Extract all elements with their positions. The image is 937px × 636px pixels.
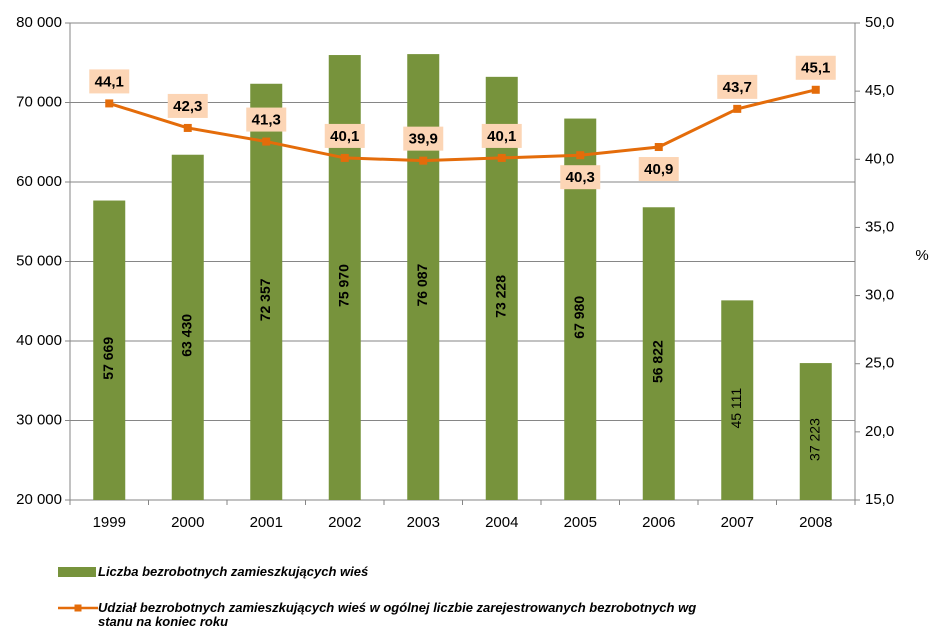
legend-line-swatch	[58, 604, 98, 612]
y2-tick-label: 15,0	[865, 491, 894, 508]
bar-value-label: 57 669	[100, 337, 116, 380]
line-value-label: 43,7	[723, 79, 752, 96]
line-marker	[419, 156, 428, 165]
y2-tick-label: 40,0	[865, 150, 894, 167]
line-value-label: 45,1	[801, 60, 830, 77]
value-label-box	[324, 123, 365, 148]
line-value-label: 44,1	[95, 73, 124, 90]
legend-label: Udział bezrobotnych zamieszkujących wieś…	[98, 600, 697, 629]
line-marker	[654, 143, 663, 152]
value-label-box	[246, 107, 287, 132]
value-label-box	[167, 93, 208, 118]
y2-tick-label: 25,0	[865, 355, 894, 372]
x-tick-label: 2008	[799, 514, 832, 531]
x-tick-label: 2004	[485, 514, 518, 531]
y-tick-label: 60 000	[16, 173, 62, 190]
legend-label: Liczba bezrobotnych zamieszkujących wieś	[98, 564, 369, 579]
x-tick-label: 2003	[407, 514, 440, 531]
x-tick-label: 2007	[721, 514, 754, 531]
line-value-label: 40,1	[487, 128, 516, 145]
line-value-label: 41,3	[252, 112, 281, 129]
legend-bar: Liczba bezrobotnych zamieszkujących wieś	[58, 564, 368, 579]
bar	[93, 200, 126, 501]
line-marker	[733, 104, 742, 113]
bar	[799, 363, 832, 500]
bar	[721, 300, 754, 500]
line-marker	[105, 99, 114, 108]
bar	[642, 207, 675, 500]
value-label-box	[638, 157, 679, 182]
value-label-box	[89, 69, 130, 94]
value-label-box	[717, 74, 758, 99]
y-tick-label: 30 000	[16, 411, 62, 428]
line-marker	[340, 153, 349, 162]
value-label-box	[795, 55, 836, 80]
x-tick-label: 2002	[328, 514, 361, 531]
line-value-label: 42,3	[173, 98, 202, 115]
bar-value-label: 67 980	[571, 296, 587, 339]
y2-tick-label: 45,0	[865, 82, 894, 99]
x-tick-label: 2005	[564, 514, 597, 531]
bar-value-label: 56 822	[649, 340, 665, 383]
y2-tick-label: 50,0	[865, 14, 894, 31]
y-tick-label: 70 000	[16, 93, 62, 110]
y-tick-label: 20 000	[16, 491, 62, 508]
line-value-label: 40,9	[644, 161, 673, 178]
bar-value-label: 72 357	[257, 278, 273, 321]
y2-axis-label: %	[915, 247, 928, 264]
y2-tick-label: 30,0	[865, 287, 894, 304]
legend-swatch	[58, 567, 96, 577]
bar-value-label: 63 430	[178, 314, 194, 357]
y-tick-label: 50 000	[16, 252, 62, 269]
line-marker	[811, 85, 820, 94]
line-value-label: 40,3	[566, 169, 595, 186]
value-label-box	[560, 165, 601, 190]
x-tick-label: 1999	[93, 514, 126, 531]
x-tick-label: 2000	[171, 514, 204, 531]
legend-line: Udział bezrobotnych zamieszkujących wieś…	[58, 601, 878, 629]
bar	[171, 154, 204, 500]
line-marker	[262, 137, 271, 146]
bar-value-label: 37 223	[806, 418, 822, 461]
y2-tick-label: 20,0	[865, 423, 894, 440]
line	[108, 88, 817, 163]
value-label-box	[403, 126, 444, 151]
y-tick-label: 80 000	[16, 14, 62, 31]
y2-tick-label: 35,0	[865, 218, 894, 235]
x-tick-label: 2001	[250, 514, 283, 531]
bar	[250, 83, 283, 501]
y-tick-label: 40 000	[16, 332, 62, 349]
bar-value-label: 45 111	[728, 388, 744, 429]
line-marker	[497, 153, 506, 162]
bar-value-label: 76 087	[414, 263, 430, 306]
x-tick-label: 2006	[642, 514, 675, 531]
line-marker	[183, 123, 192, 132]
line-marker	[576, 151, 585, 160]
value-label-box	[481, 123, 522, 148]
bar-value-label: 75 970	[335, 264, 351, 307]
bar-value-label: 73 228	[492, 275, 508, 318]
line-value-label: 40,1	[330, 128, 359, 145]
line-value-label: 39,9	[409, 131, 438, 148]
